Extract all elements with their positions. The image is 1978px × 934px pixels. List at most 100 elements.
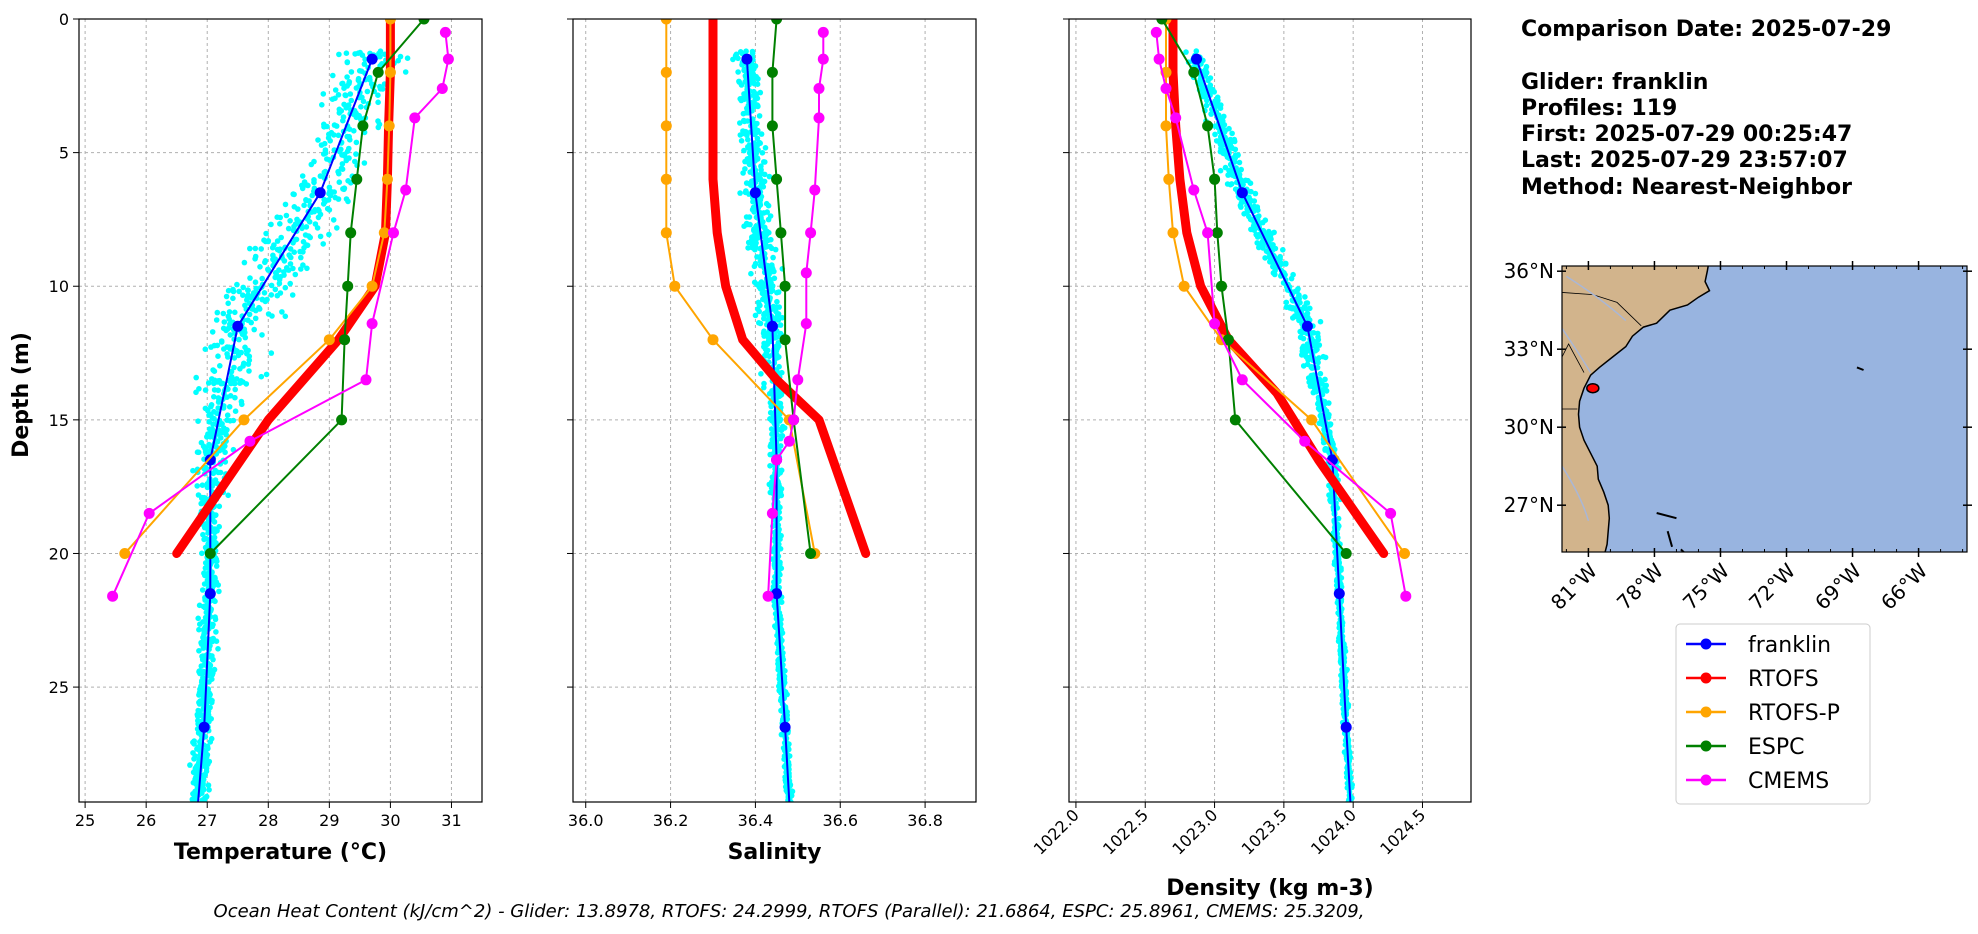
scatter-point (1314, 330, 1321, 337)
state-border (1562, 343, 1585, 373)
profile-count: Profiles: 119 (1521, 96, 1677, 121)
scatter-point (1238, 200, 1245, 206)
marker-franklin (1333, 588, 1345, 600)
scatter-point (764, 317, 771, 323)
scatter-point (1326, 400, 1332, 406)
scatter-point (754, 306, 761, 312)
scatter-point (272, 256, 279, 262)
scatter-point (231, 355, 238, 361)
marker-ESPC (1229, 414, 1241, 426)
scatter-point (368, 81, 375, 87)
scatter-point (773, 334, 780, 341)
scatter-point (779, 630, 786, 636)
x-tick-label: 1024.5 (1376, 805, 1429, 858)
legend-entry-RTOFS: RTOFS (1686, 667, 1819, 692)
scatter-point (209, 329, 216, 335)
scatter-point (782, 777, 789, 783)
scatter-point (1280, 247, 1286, 253)
marker-RTOFS-P (660, 120, 672, 132)
scatter-point (375, 99, 381, 106)
scatter-point (200, 443, 207, 450)
scatter-point (205, 761, 211, 767)
marker-ESPC (357, 120, 369, 132)
scatter-point (274, 246, 281, 253)
scatter-point (1351, 801, 1354, 802)
series-RTOFS (708, 19, 871, 558)
scatter-point (1218, 102, 1224, 108)
scatter-point (1238, 166, 1244, 173)
marker-CMEMS (817, 26, 829, 38)
scatter-point (211, 380, 217, 387)
marker-RTOFS-P (660, 227, 672, 239)
marker-ESPC (1188, 66, 1200, 78)
scatter-point (375, 118, 381, 124)
scatter-point (252, 315, 259, 322)
scatter-point (240, 292, 246, 299)
scatter-point (281, 272, 287, 278)
scatter-point (761, 384, 767, 391)
scatter-point (216, 588, 222, 595)
scatter-point (1229, 130, 1235, 137)
scatter-point (198, 639, 204, 646)
series-franklin (197, 53, 378, 802)
scatter-point (252, 255, 258, 262)
scatter-point (761, 380, 767, 387)
profile-scatter (1183, 48, 1355, 802)
scatter-point (757, 258, 764, 265)
scatter-point (741, 66, 748, 72)
scatter-point (1212, 131, 1218, 138)
scatter-point (748, 270, 754, 277)
marker-CMEMS (1202, 227, 1214, 239)
scatter-point (1298, 334, 1304, 341)
scatter-point (232, 394, 238, 401)
scatter-point (1245, 177, 1251, 184)
scatter-point (211, 368, 218, 375)
marker-RTOFS-P (323, 334, 335, 346)
scatter-point (759, 290, 766, 297)
scatter-point (268, 350, 275, 356)
scatter-point (402, 69, 409, 75)
scatter-point (358, 68, 365, 74)
scatter-point (205, 407, 211, 414)
scatter-point (367, 77, 373, 83)
scatter-point (761, 230, 767, 237)
scatter-point (1305, 344, 1311, 351)
legend-entry-CMEMS: CMEMS (1686, 769, 1829, 794)
scatter-point (754, 120, 760, 127)
scatter-point (351, 128, 357, 134)
scatter-point (740, 94, 747, 101)
y-tick-label: 25 (49, 678, 69, 697)
x-tick-label: 1023.5 (1238, 805, 1291, 858)
scatter-point (756, 301, 762, 308)
scatter-point (208, 716, 214, 722)
scatter-point (738, 138, 745, 144)
scatter-point (306, 219, 313, 225)
scatter-point (1283, 299, 1290, 306)
marker-CMEMS (244, 435, 256, 447)
scatter-point (287, 246, 294, 252)
scatter-point (213, 638, 220, 644)
scatter-point (765, 333, 771, 340)
scatter-point (746, 142, 753, 148)
comparison-date: Comparison Date: 2025-07-29 (1521, 17, 1891, 42)
scatter-point (1227, 140, 1233, 146)
scatter-point (319, 102, 325, 108)
scatter-point (361, 160, 368, 166)
scatter-point (1283, 304, 1290, 311)
scatter-point (232, 309, 238, 316)
lat-tick-label: 33°N (1504, 337, 1554, 361)
scatter-point (737, 120, 743, 126)
scatter-point (777, 469, 783, 476)
ohc-footer: Ocean Heat Content (kJ/cm^2) - Glider: 1… (214, 901, 1365, 922)
scatter-point (736, 78, 742, 85)
scatter-point (223, 293, 230, 300)
scatter-point (190, 791, 196, 797)
scatter-point (769, 263, 775, 270)
scatter-point (758, 131, 765, 137)
marker-CMEMS (762, 590, 774, 602)
lon-tick-label: 69°W (1810, 558, 1866, 614)
marker-CMEMS (143, 507, 155, 519)
scatter-point (272, 270, 279, 276)
scatter-point (1306, 355, 1312, 361)
